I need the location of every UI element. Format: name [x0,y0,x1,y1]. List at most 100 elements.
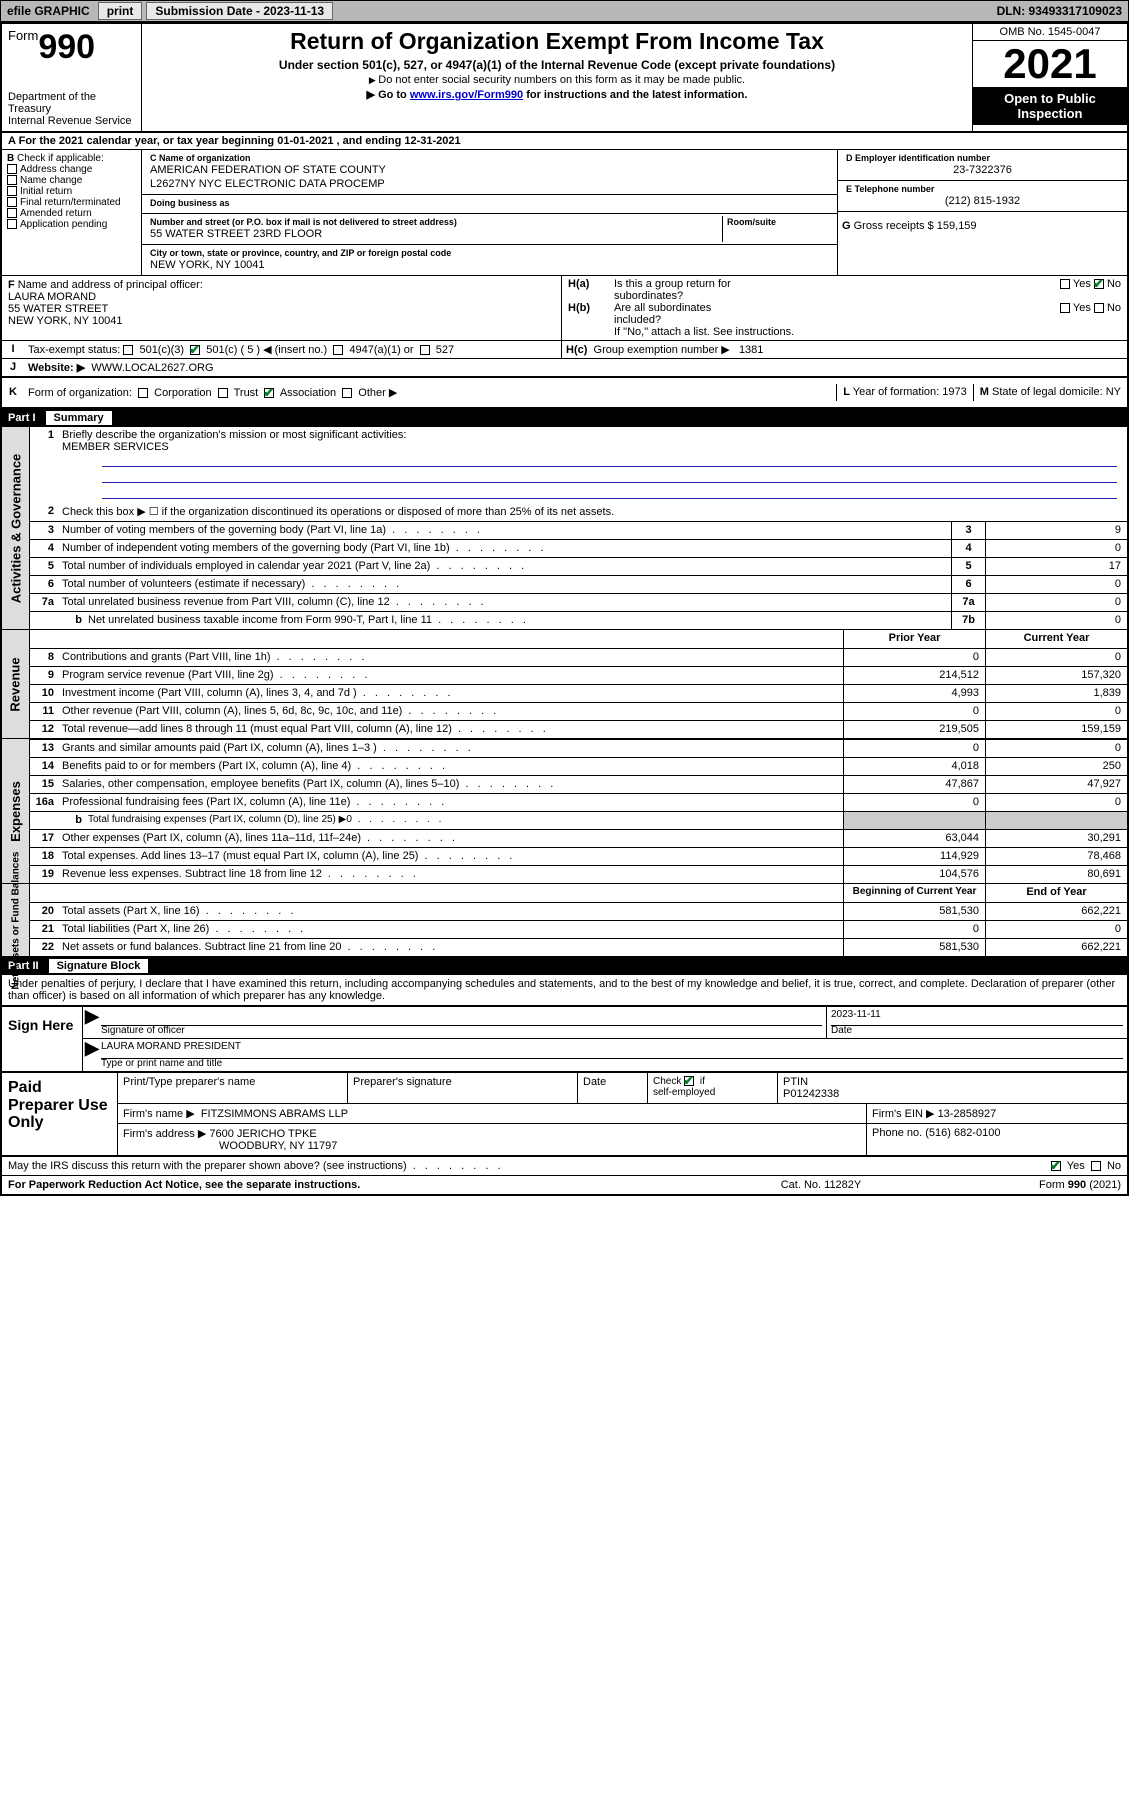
cb-app-pending[interactable] [7,219,17,229]
form-word: Form [8,28,38,43]
firm-name-label: Firm's name ▶ [123,1108,195,1120]
street-label: Number and street (or P.O. box if mail i… [146,216,722,228]
open-line1: Open to Public [1004,91,1096,106]
cb-name-change[interactable] [7,175,17,185]
discuss-no: No [1107,1160,1121,1172]
exp-line-14: 14Benefits paid to or for members (Part … [30,757,1127,775]
cb-final-return[interactable] [7,197,17,207]
row-i-hc: I Tax-exempt status: 501(c)(3) 501(c) ( … [2,341,1127,359]
line-a-taxyear: A For the 2021 calendar year, or tax yea… [2,133,1127,150]
discuss-row: May the IRS discuss this return with the… [2,1157,1127,1176]
cb-initial-return[interactable] [7,186,17,196]
cb-527[interactable] [420,345,430,355]
cb-4947[interactable] [333,345,343,355]
line-1: 1 Briefly describe the organization's mi… [30,427,1127,503]
a-end: 12-31-2021 [404,135,460,147]
col-b-checkboxes: B Check if applicable: Address change Na… [2,150,142,275]
hb-note: If "No," attach a list. See instructions… [568,326,1121,338]
cb-discuss-yes[interactable] [1051,1161,1061,1171]
form-footer: For Paperwork Reduction Act Notice, see … [2,1176,1127,1194]
cb-other[interactable] [342,388,352,398]
cb-address-change[interactable] [7,164,17,174]
sig-date-val: 2023-11-11 [827,1007,1127,1022]
open-public-badge: Open to Public Inspection [973,87,1127,125]
paid-h-ptin: PTIN [783,1076,808,1088]
cb-assoc[interactable] [264,388,274,398]
officer-name: LAURA MORAND [8,291,555,303]
print-button[interactable]: print [98,2,143,20]
rev-line-8: 8Contributions and grants (Part VIII, li… [30,648,1127,666]
exp-line-17: 17Other expenses (Part IX, column (A), l… [30,829,1127,847]
net-header-row: Beginning of Current Year End of Year [30,884,1127,902]
b-letter: B [7,153,14,164]
cb-hb-yes[interactable] [1060,303,1070,313]
cb-discuss-no[interactable] [1091,1161,1101,1171]
top-toolbar: efile GRAPHIC print Submission Date - 20… [0,0,1129,22]
form-title: Return of Organization Exempt From Incom… [150,28,964,55]
hdr-prior: Prior Year [843,630,985,648]
vtab-revenue: Revenue [2,630,30,738]
org-name-2: L2627NY NYC ELECTRONIC DATA PROCEMP [146,178,833,192]
gov-line-7a: 7aTotal unrelated business revenue from … [30,593,1127,611]
submission-date-button[interactable]: Submission Date - 2023-11-13 [146,2,333,20]
phone-val: (212) 815-1932 [842,195,1123,209]
dept-treasury: Department of the Treasury [8,91,135,115]
f-label: Name and address of principal officer: [18,279,203,291]
cb-amended[interactable] [7,208,17,218]
b-item-2: Initial return [20,186,72,197]
goto-post: for instructions and the latest informat… [523,89,747,101]
footer-mid: Cat. No. 11282Y [721,1179,921,1191]
section-revenue: Revenue Prior Year Current Year 8Contrib… [2,629,1127,738]
caret-icon-2: ▶ [83,1039,97,1071]
k-assoc: Association [280,387,336,399]
vtab-netassets: Net Assets or Fund Balances [2,884,30,956]
paid-h-print: Print/Type preparer's name [118,1073,348,1103]
i-4947: 4947(a)(1) or [349,344,413,356]
exp-line-15: 15Salaries, other compensation, employee… [30,775,1127,793]
paid-h-sig: Preparer's signature [348,1073,578,1103]
footer-left: For Paperwork Reduction Act Notice, see … [8,1179,721,1191]
ein-label: Employer identification number [855,153,990,163]
room-label: Room/suite [723,216,833,228]
irs-link[interactable]: www.irs.gov/Form990 [410,89,523,101]
cb-ha-no[interactable] [1094,279,1104,289]
dln-label: DLN: 93493317109023 [991,4,1128,18]
tax-year: 2021 [973,41,1127,87]
cb-hb-no[interactable] [1094,303,1104,313]
header-left: Form990 Department of the Treasury Inter… [2,24,142,131]
cb-501c3[interactable] [123,345,133,355]
city-label: City or town, state or province, country… [146,247,833,259]
a-mid: , and ending [333,135,404,147]
hc-label: Group exemption number ▶ [594,344,730,356]
b-item-0: Address change [20,164,92,175]
open-line2: Inspection [1017,106,1082,121]
m-letter: M [980,386,989,398]
firm-addr2: WOODBURY, NY 11797 [123,1140,337,1152]
cb-self-employed[interactable] [684,1076,694,1086]
cb-501c[interactable] [190,345,200,355]
section-bcdeg: B Check if applicable: Address change Na… [2,150,1127,276]
paid-label: Paid Preparer Use Only [2,1073,117,1155]
city-val: NEW YORK, NY 10041 [146,259,833,273]
gross-label: Gross receipts $ [854,220,934,232]
sig-name: LAURA MORAND PRESIDENT [97,1039,1127,1054]
header-right: OMB No. 1545-0047 2021 Open to Public In… [972,24,1127,131]
website-val: WWW.LOCAL2627.ORG [91,362,213,374]
col-deg: D Employer identification number 23-7322… [837,150,1127,275]
c-letter: C [150,153,157,163]
k-label: Form of organization: [28,387,132,399]
dba-val [146,209,833,211]
net-line-20: 20Total assets (Part X, line 16)581,5306… [30,902,1127,920]
sign-here-label: Sign Here [2,1007,82,1071]
sig-officer-label: Signature of officer [97,1023,189,1038]
ssn-notice: Do not enter social security numbers on … [150,74,964,86]
cb-corp[interactable] [138,388,148,398]
officer-city: NEW YORK, NY 10041 [8,315,555,327]
hc-val: 1381 [739,344,763,356]
row-fh: F Name and address of principal officer:… [2,276,1127,341]
rev-line-9: 9Program service revenue (Part VIII, lin… [30,666,1127,684]
cb-trust[interactable] [218,388,228,398]
exp-line-16a: 16aProfessional fundraising fees (Part I… [30,793,1127,811]
rev-line-11: 11Other revenue (Part VIII, column (A), … [30,702,1127,720]
cb-ha-yes[interactable] [1060,279,1070,289]
